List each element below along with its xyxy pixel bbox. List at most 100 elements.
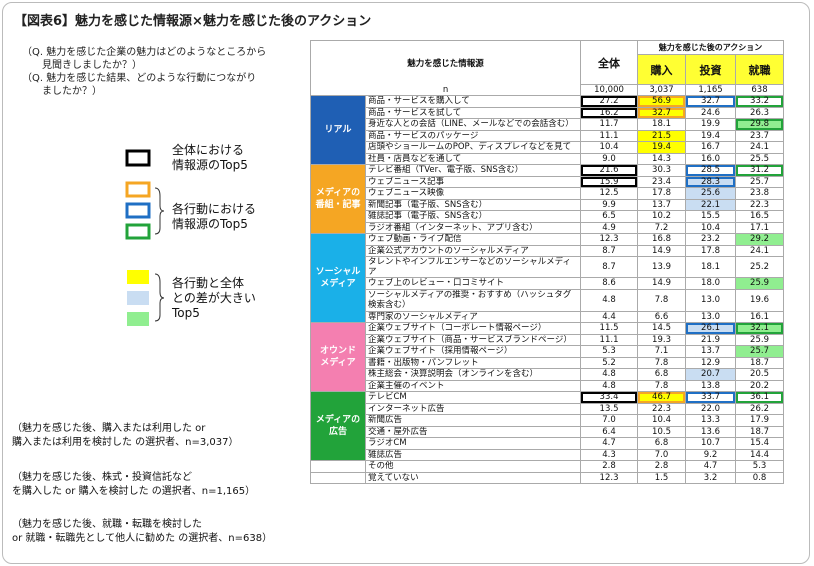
- value: 8.7: [580, 244, 639, 257]
- question: 見聞きしましたか？）: [42, 60, 142, 71]
- value: 20.7: [685, 368, 737, 381]
- value: 8.7: [580, 256, 639, 278]
- data-row: ソーシャルメディアの推奨・おすすめ（ハッシュタグ検索含む） 4.8 7.8 13.0 1…: [311, 288, 785, 312]
- n-value: 10,000: [580, 84, 639, 96]
- value: 19.6: [735, 288, 785, 312]
- value: 21.5: [637, 129, 687, 142]
- source: テレビ番組（TVer、電子版、SNS含む）: [364, 164, 582, 177]
- value: 32.7: [685, 95, 737, 108]
- value: 13.9: [637, 256, 687, 278]
- table: 魅力を感じた情報源 全体 魅力を感じた後のアクション 購入 投資 就職 n 10,000 3,0…: [309, 40, 785, 484]
- n-value: 1,165: [685, 84, 737, 96]
- header-action-name: 投資: [685, 54, 737, 85]
- data-row: インターネット広告 13.5 22.3 22.0 26.2: [311, 402, 785, 415]
- value: 14.9: [637, 277, 687, 290]
- value: 31.2: [735, 164, 785, 177]
- value: 10.5: [637, 425, 687, 438]
- value: 10.7: [685, 437, 737, 450]
- source: 新聞記事（電子版、SNS含む）: [364, 198, 582, 211]
- data-row: 身近な人との会話（LINE、メールなどでの会話含む） 11.7 18.1 19.9 29…: [311, 118, 785, 131]
- data-row: ウェブニュース映像 12.5 17.8 25.6 23.8: [311, 187, 785, 200]
- value: 11.1: [580, 333, 639, 346]
- data-row: 企業ウェブサイト（採用情報ページ） 5.3 7.1 13.7 25.7: [311, 345, 785, 358]
- value: 13.7: [637, 198, 687, 211]
- value: 12.3: [580, 471, 639, 484]
- legend-box-purchase: [125, 181, 151, 198]
- source: 商品・サービスを購入して: [364, 95, 582, 108]
- data-row: 店頭やショールームのPOP、ディスプレイなどを見て 10.4 19.4 16.7 24.…: [311, 141, 785, 154]
- value: 25.2: [735, 256, 785, 278]
- legend-marks: [125, 149, 165, 326]
- value: 16.2: [580, 106, 639, 119]
- group-blank: [310, 460, 366, 473]
- source: 商品・サービスを試して: [364, 106, 582, 119]
- value: 16.7: [685, 141, 737, 154]
- data-row: その他 2.8 2.8 4.7 5.3: [310, 460, 785, 473]
- legend-fill-purchase: [127, 270, 149, 284]
- value: 23.8: [735, 187, 785, 200]
- value: 18.7: [735, 356, 785, 369]
- value: 2.8: [637, 460, 687, 473]
- value: 27.2: [580, 95, 639, 108]
- value: 23.2: [685, 233, 737, 246]
- data-row: タレントやインフルエンサーなどのソーシャルメディア 8.7 13.9 18.1 25.2: [311, 256, 785, 278]
- value: 13.7: [685, 345, 737, 358]
- value: 10.4: [637, 414, 687, 427]
- value: 20.2: [735, 379, 785, 392]
- value: 32.1: [735, 322, 785, 335]
- value: 23.7: [735, 129, 785, 142]
- value: 25.9: [735, 333, 785, 346]
- n-value: 638: [735, 84, 785, 96]
- note: （魅力を感じた後、株式・投資信託など を購入した or 購入を検討した の選択者、…: [12, 472, 256, 497]
- value: 25.9: [735, 277, 785, 290]
- group-label-line: 番組・記事: [315, 200, 361, 210]
- value: 22.0: [685, 402, 737, 415]
- value: 20.5: [735, 368, 785, 381]
- value: 7.8: [637, 356, 687, 369]
- value: 56.9: [637, 95, 687, 108]
- value: 21.9: [685, 333, 737, 346]
- data-row: メディアの 番組・記事 テレビ番組（TVer、電子版、SNS含む） 21.6 30.3 2…: [310, 164, 785, 234]
- value: 16.1: [735, 310, 785, 323]
- question: ましたか？）: [42, 86, 102, 97]
- group-label-line: メディアの: [315, 415, 361, 425]
- group-label: ソーシャル メディア: [310, 233, 366, 323]
- value: 15.4: [735, 437, 785, 450]
- value: 5.3: [580, 345, 639, 358]
- legend-box-total: [125, 149, 151, 167]
- group-label-line: 広告: [328, 427, 347, 437]
- data-row: 社員・店員などを通して 9.0 14.3 16.0 25.5: [311, 152, 785, 165]
- data-row: ウェブ上のレビュー・口コミサイト 8.6 14.9 18.0 25.9: [311, 277, 785, 290]
- value: 17.1: [735, 221, 785, 234]
- data-row: 覚えていない 12.3 1.5 3.2 0.8: [310, 471, 785, 484]
- data-row: ウェブニュース記事 15.9 23.4 28.3 25.7: [311, 175, 785, 188]
- value: 14.9: [637, 244, 687, 257]
- value: 22.3: [735, 198, 785, 211]
- source: テレビCM: [364, 391, 582, 404]
- value: 26.1: [685, 322, 737, 335]
- value: 22.3: [637, 402, 687, 415]
- value: 1.5: [637, 471, 687, 484]
- source: 交通・屋外広告: [364, 425, 582, 438]
- value: 10.2: [637, 210, 687, 223]
- value: 7.0: [637, 448, 687, 461]
- data-row: 交通・屋外広告 6.4 10.5 13.6 18.7: [311, 425, 785, 438]
- value: 19.4: [637, 141, 687, 154]
- value: 33.4: [580, 391, 639, 404]
- header-total: 全体: [580, 40, 639, 85]
- group-label-line: リアル: [324, 125, 352, 135]
- value: 2.8: [580, 460, 639, 473]
- source: 身近な人との会話（LINE、メールなどでの会話含む）: [364, 118, 582, 131]
- data-row: 株主総会・決算説明会（オンラインを含む） 4.8 6.8 20.7 20.5: [311, 368, 785, 381]
- value: 16.0: [685, 152, 737, 165]
- value: 3.2: [685, 471, 737, 484]
- value: 4.8: [580, 288, 639, 312]
- value: 4.7: [580, 437, 639, 450]
- source: 覚えていない: [364, 471, 582, 484]
- value: 11.1: [580, 129, 639, 142]
- source: 商品・サービスのパッケージ: [364, 129, 582, 142]
- data-row: ラジオ番組（インターネット、アプリ含む） 4.9 7.2 10.4 17.1: [311, 221, 785, 234]
- data-row: メディアの 広告 テレビCM 33.4 46.7 33.7 36.1: [310, 391, 785, 461]
- data-row: 書籍・出版物・パンフレット 5.2 7.8 12.9 18.7: [311, 356, 785, 369]
